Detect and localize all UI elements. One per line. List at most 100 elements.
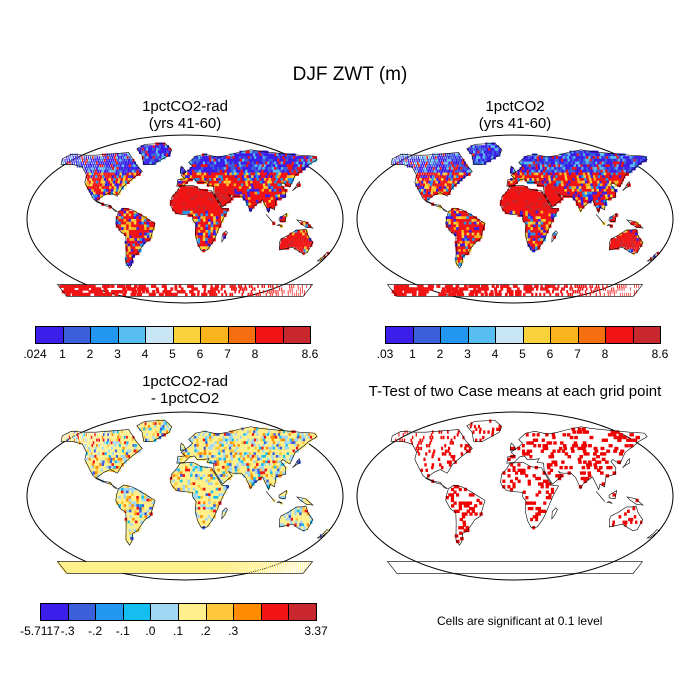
grid-cell	[582, 197, 587, 201]
grid-cell	[531, 287, 535, 291]
grid-cell	[260, 460, 265, 464]
grid-cell	[143, 147, 146, 152]
grid-cell	[603, 186, 607, 190]
grid-cell	[449, 153, 451, 157]
grid-cell	[230, 156, 234, 160]
grid-cell	[199, 449, 203, 453]
grid-cell	[206, 175, 210, 179]
grid-cell	[409, 156, 411, 160]
grid-cell	[113, 186, 117, 190]
grid-cell	[471, 150, 474, 154]
grid-cell	[586, 188, 591, 193]
grid-cell	[279, 452, 284, 456]
grid-cell	[455, 167, 458, 171]
grid-cell	[452, 180, 455, 185]
grid-cell	[444, 158, 447, 163]
grid-cell	[287, 460, 291, 464]
grid-cell	[117, 441, 120, 445]
grid-cell	[246, 435, 251, 440]
grid-cell	[209, 161, 213, 165]
grid-cell	[525, 219, 529, 223]
grid-cell	[291, 232, 295, 236]
grid-cell	[196, 452, 200, 456]
grid-cell	[548, 164, 553, 168]
grid-cell	[131, 232, 135, 236]
grid-cell	[223, 180, 227, 185]
grid-cell	[270, 284, 272, 288]
grid-cell	[205, 232, 209, 236]
grid-cell	[589, 292, 591, 297]
grid-cell	[267, 194, 272, 198]
grid-cell	[213, 216, 217, 220]
grid-cell	[630, 221, 634, 226]
grid-cell	[225, 180, 230, 185]
grid-cell	[561, 183, 565, 187]
grid-cell	[87, 156, 90, 160]
grid-cell	[558, 158, 563, 163]
grid-cell	[149, 427, 152, 431]
grid-cell	[217, 435, 222, 440]
grid-cell	[479, 224, 483, 228]
grid-cell	[438, 158, 441, 163]
grid-cell	[245, 164, 250, 168]
grid-cell	[81, 156, 83, 160]
grid-cell	[141, 232, 146, 236]
grid-cell	[570, 284, 573, 288]
grid-cell	[242, 444, 246, 448]
grid-cell	[156, 156, 160, 160]
grid-cell	[521, 161, 525, 165]
grid-cell	[263, 202, 268, 206]
grid-cell	[197, 221, 201, 226]
grid-cell	[282, 219, 286, 223]
grid-cell	[238, 446, 242, 451]
grid-cell	[226, 463, 231, 467]
grid-cell	[458, 175, 461, 179]
grid-cell	[136, 287, 141, 291]
grid-cell	[586, 161, 590, 165]
grid-cell	[530, 164, 534, 168]
grid-cell	[559, 172, 563, 176]
grid-cell	[229, 292, 232, 297]
grid-cell	[548, 180, 553, 185]
grid-cell	[153, 150, 156, 154]
grid-cell	[172, 197, 176, 201]
grid-cell	[259, 172, 264, 176]
grid-cell	[149, 229, 153, 234]
grid-cell	[197, 202, 201, 206]
grid-cell	[218, 219, 222, 223]
grid-cell	[502, 284, 506, 288]
grid-cell	[155, 142, 158, 146]
grid-cell	[218, 455, 222, 459]
grid-cell	[180, 463, 184, 467]
grid-cell	[530, 205, 534, 209]
grid-cell	[159, 427, 163, 431]
grid-cell	[208, 452, 212, 456]
grid-cell	[176, 290, 180, 294]
grid-cell	[426, 161, 428, 165]
grid-cell	[537, 161, 541, 165]
grid-cell	[81, 441, 83, 445]
grid-cell	[535, 238, 539, 242]
grid-cell	[540, 227, 544, 231]
grid-cell	[572, 161, 577, 165]
grid-cell	[242, 191, 246, 195]
grid-cell	[306, 238, 309, 242]
grid-cell	[281, 435, 286, 440]
grid-cell	[507, 191, 511, 195]
grid-cell	[252, 449, 257, 453]
grid-cell	[105, 167, 108, 171]
grid-cell	[589, 180, 594, 185]
grid-cell	[563, 158, 567, 163]
grid-cell	[441, 178, 444, 182]
grid-cell	[635, 229, 638, 234]
grid-cell	[166, 292, 170, 297]
grid-cell	[296, 460, 301, 464]
grid-cell	[245, 150, 250, 154]
grid-cell	[605, 197, 610, 201]
grid-cell	[297, 287, 299, 291]
grid-cell	[540, 208, 544, 212]
grid-cell	[64, 438, 67, 442]
grid-cell	[550, 175, 554, 179]
grid-cell	[623, 287, 625, 291]
grid-cell	[84, 438, 87, 442]
